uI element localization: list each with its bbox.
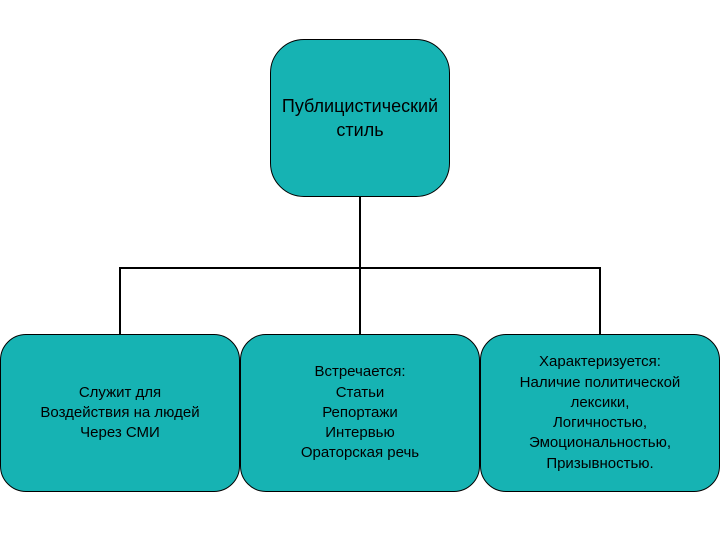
edge-drop-right bbox=[599, 269, 601, 334]
edge-trunk bbox=[359, 197, 361, 269]
edge-drop-left bbox=[119, 269, 121, 334]
child-node-characteristics: Характеризуется: Наличие политической ле… bbox=[480, 334, 720, 492]
child-node-occurrence: Встречается: Статьи Репортажи Интервью О… bbox=[240, 334, 480, 492]
child-node-label: Встречается: Статьи Репортажи Интервью О… bbox=[301, 362, 419, 463]
child-node-label: Служит для Воздействия на людей Через СМ… bbox=[40, 383, 199, 444]
root-node-label: Публицистический стиль bbox=[282, 94, 438, 143]
child-node-label: Характеризуется: Наличие политической ле… bbox=[520, 352, 681, 474]
root-node: Публицистический стиль bbox=[270, 39, 450, 197]
edge-drop-middle bbox=[359, 269, 361, 334]
child-node-purpose: Служит для Воздействия на людей Через СМ… bbox=[0, 334, 240, 492]
